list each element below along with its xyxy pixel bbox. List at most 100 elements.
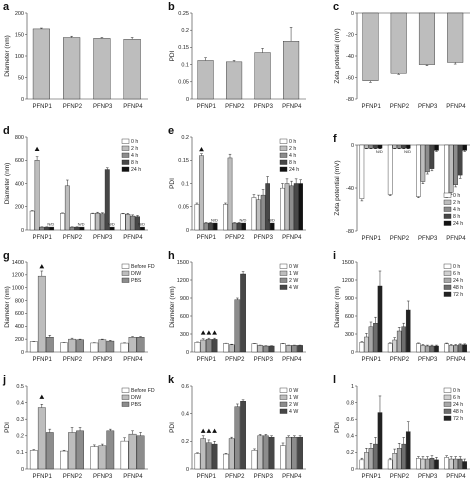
bar [234,299,241,353]
bar [208,222,213,231]
bar [416,144,421,197]
bar [106,340,115,353]
panel-h: h 0 300 600 900 1200 1500 Diameter (nm) PFNP1 PFN… [168,250,306,363]
bar [76,339,84,353]
bar [120,440,129,470]
y-tick-label: 900 [345,296,354,302]
y-axis-label: PDI [4,422,11,433]
bar [251,450,258,470]
panel-f: f -80 -40 0 Zeta potential (mV) PFNP1 PFNP2 PFN… [333,133,470,242]
bar [298,183,303,231]
y-tick-label: 0.05 [178,205,189,211]
nd-label: N/D [47,222,54,227]
bar [457,344,463,353]
bar [120,213,126,231]
y-tick-label: 900 [180,296,189,302]
legend-label: 48 h [453,285,463,291]
bar [359,342,365,353]
y-tick-label: 0.2 [181,28,189,34]
bar [285,436,292,470]
legend-swatch [279,284,288,290]
legend-label: 2 h [453,200,460,206]
bar [29,210,35,231]
bar [373,443,378,470]
bar [120,342,129,353]
bar [39,226,45,231]
panel-letter: b [168,1,175,13]
legend-swatch [121,166,130,172]
nd-label: N/D [376,149,383,154]
bar [373,323,378,353]
y-tick-label: 0.05 [178,80,189,86]
category-label: PFNP3 [418,236,438,242]
bar [194,453,201,470]
y-tick-label: 300 [180,332,189,338]
bar [139,226,145,231]
bar [280,445,286,470]
y-tick-label: 1200 [342,278,354,284]
y-tick-label: 200 [15,205,24,211]
y-axis-label: PDI [169,50,176,61]
legend-swatch [443,206,452,212]
y-tick-label: 0 [351,467,354,473]
y-tick-label: 0.2 [181,439,189,445]
category-label: PFNP3 [254,104,274,110]
bar [285,345,292,353]
legend-swatch [443,220,452,226]
bar [434,144,439,151]
y-tick-label: 400 [15,324,24,330]
y-tick-label: 0 [21,467,24,473]
bar [434,345,439,353]
y-tick-label: 600 [180,314,189,320]
bar [392,144,397,149]
legend-swatch [279,408,288,414]
y-tick-label: 1 [351,384,354,390]
triangle-marker [200,428,206,433]
bar [429,345,435,353]
y-tick-label: 1500 [342,260,354,266]
legend-swatch [443,263,452,269]
legend-label: PBS [131,278,142,284]
bar [392,453,397,470]
bar [60,342,68,353]
category-label: PFNP4 [123,104,143,110]
y-tick-label: 0.4 [181,411,189,417]
bar [457,144,463,176]
y-tick-label: 0.4 [346,434,354,440]
legend-label: 0 W [289,264,298,270]
y-tick-label: 800 [15,298,24,304]
legend-label: 4 W [289,409,298,415]
y-tick-label: -40 [346,54,354,60]
panel-k: k 0 0.2 0.4 0.6 PDI PFNP1 PFNP2 PFNP3 PFNP4 0 W1 W… [168,374,306,480]
legend-swatch [121,394,130,400]
bar [377,144,383,149]
bar [396,448,402,470]
legend-swatch [121,263,130,269]
bar [49,226,55,231]
legend-swatch [443,199,452,205]
legend-label: 24 h [453,402,463,408]
y-tick-label: 400 [15,181,24,187]
bar [251,343,258,353]
bar [420,144,426,182]
y-tick-label: 0.6 [346,417,354,423]
bar [448,458,454,470]
y-axis-label: Diameter (nm) [4,163,11,205]
bar [263,435,269,470]
category-label: PFNP2 [63,104,83,110]
panel-letter: h [168,250,175,262]
category-label: PFNP2 [390,474,410,480]
legend-swatch [279,401,288,407]
bar [199,155,204,231]
bar [268,345,275,353]
y-tick-label: 0.4 [16,400,24,406]
category-label: PFNP3 [93,357,113,363]
bar [68,338,76,353]
bar [283,41,300,100]
bar [434,459,439,470]
legend-swatch [443,213,452,219]
bar [359,459,365,470]
bar [60,450,68,470]
category-label: PFNP3 [418,474,438,480]
bar [223,453,229,470]
